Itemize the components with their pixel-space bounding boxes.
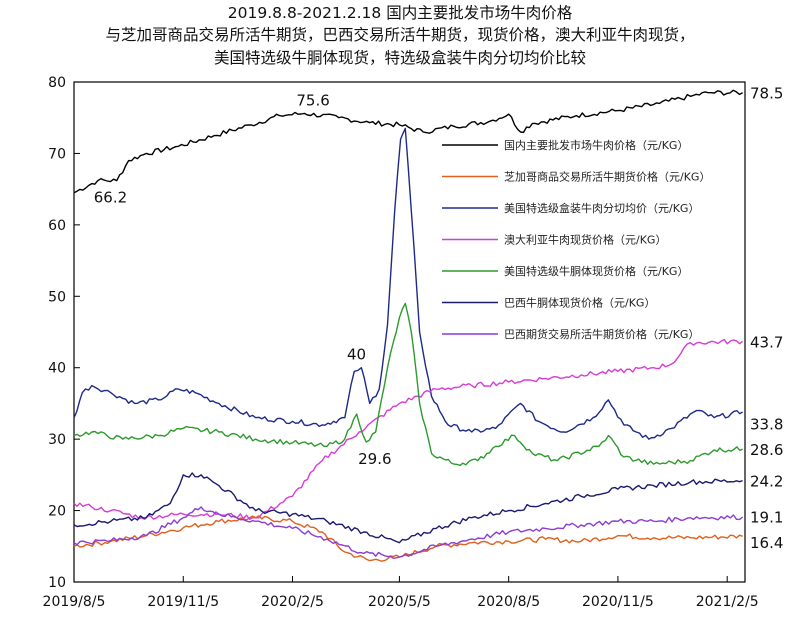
y-tick-label: 50 [48, 289, 66, 305]
legend-label-2: 美国特选级盒装牛肉分切均价（元/KG） [504, 201, 699, 215]
legend-label-6: 巴西期货交易所活牛期货价格（元/KG） [504, 327, 699, 341]
series-line-6 [73, 506, 744, 559]
end-label-6: 16.4 [750, 534, 783, 552]
x-tick-label: 2020/2/5 [261, 594, 324, 610]
y-tick-label: 70 [48, 146, 66, 162]
legend-label-1: 芝加哥商品交易所活牛期货价格（元/KG） [504, 170, 710, 184]
y-tick-label: 40 [48, 361, 66, 377]
legend-label-4: 美国特选级牛胴体现货价格（元/KG） [504, 264, 688, 278]
end-label-5: 19.1 [750, 508, 783, 526]
annotation-0: 75.6 [296, 91, 329, 109]
series-line-2 [73, 127, 743, 440]
chart-title-line-2: 与芝加哥商品交易所活牛期货，巴西交易所活牛期货，现货价格，澳大利亚牛肉现货， [105, 26, 695, 44]
legend-label-5: 巴西牛胴体现货价格（元/KG） [504, 296, 655, 310]
y-tick-label: 10 [48, 575, 66, 591]
end-label-3: 28.6 [750, 441, 783, 459]
x-tick-label: 2020/11/5 [582, 594, 654, 610]
y-tick-label: 60 [48, 218, 66, 234]
series-line-0 [73, 89, 743, 194]
end-label-0: 78.5 [750, 85, 783, 103]
y-tick-label: 80 [48, 75, 66, 91]
annotation-1: 66.2 [94, 189, 127, 207]
legend-label-0: 国内主要批发市场牛肉价格（元/KG） [504, 138, 688, 152]
x-tick-label: 2020/8/5 [477, 594, 540, 610]
series-line-3 [73, 338, 744, 520]
end-label-4: 24.2 [750, 473, 783, 491]
plot-frame [73, 81, 746, 583]
series-line-1 [73, 515, 743, 562]
annotation-3: 29.6 [358, 450, 391, 468]
series-line-4 [73, 302, 743, 466]
annotation-2: 40 [347, 346, 366, 364]
end-label-2: 33.8 [750, 415, 783, 433]
end-label-1: 43.7 [750, 333, 783, 351]
x-tick-label: 2019/8/5 [43, 594, 106, 610]
legend-label-3: 澳大利亚牛肉现货价格（元/KG） [504, 233, 666, 247]
y-tick-label: 20 [48, 504, 66, 520]
y-tick-label: 30 [48, 432, 66, 448]
chart-title-line-1: 2019.8.8-2021.2.18 国内主要批发市场牛肉价格 [227, 4, 573, 22]
x-tick-label: 2019/11/5 [147, 594, 219, 610]
chart-title-line-3: 美国特选级牛胴体现货，特选级盒装牛肉分切均价比较 [213, 49, 586, 67]
series-line-5 [73, 472, 743, 544]
x-tick-label: 2021/2/5 [696, 594, 759, 610]
x-tick-label: 2020/5/5 [368, 594, 431, 610]
